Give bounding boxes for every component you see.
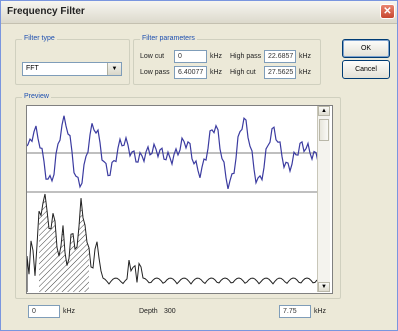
low-cut-label: Low cut (140, 53, 165, 60)
filter-type-value: FFT (26, 65, 39, 72)
low-pass-label: Low pass (140, 69, 170, 76)
close-button[interactable]: ✕ (380, 4, 395, 19)
scroll-down-button[interactable]: ▼ (318, 282, 330, 292)
preview-scrollbar[interactable]: ▲ ▼ (317, 106, 330, 292)
high-cut-unit: kHz (299, 69, 312, 76)
low-pass-field[interactable]: 6.40077 (174, 66, 207, 79)
low-cut-field[interactable]: 0 (174, 50, 207, 63)
end-frequency-field[interactable]: 7.75 (279, 305, 311, 318)
close-icon: ✕ (383, 6, 392, 17)
scroll-down-icon: ▼ (321, 284, 327, 290)
title-bar[interactable]: Frequency Filter ✕ (1, 1, 397, 24)
high-cut-label: High cut (230, 69, 256, 76)
filter-type-select[interactable]: FFT ▼ (22, 62, 122, 76)
high-pass-label: High pass (230, 53, 262, 60)
low-pass-unit: kHz (210, 69, 223, 76)
end-frequency-unit: kHz (314, 308, 327, 315)
filter-type-group: Filter type FFT ▼ (15, 35, 130, 85)
ok-button[interactable]: OK (342, 39, 390, 58)
preview-plot (26, 105, 333, 294)
scroll-thumb[interactable] (319, 119, 329, 141)
filter-type-label: Filter type (22, 35, 57, 42)
start-frequency-field[interactable]: 0 (28, 305, 60, 318)
scroll-up-button[interactable]: ▲ (318, 106, 330, 116)
scroll-up-icon: ▲ (321, 108, 327, 114)
high-pass-unit: kHz (299, 53, 312, 60)
preview-label: Preview (22, 93, 51, 100)
high-pass-field[interactable]: 22.6857 (264, 50, 296, 63)
high-cut-field[interactable]: 27.5625 (264, 66, 296, 79)
low-cut-unit: kHz (210, 53, 223, 60)
depth-label: Depth (139, 308, 158, 315)
preview-group: Preview (15, 93, 341, 299)
window-title: Frequency Filter (7, 6, 85, 17)
preview-graphics (27, 106, 319, 292)
chevron-down-icon[interactable]: ▼ (107, 63, 121, 75)
cancel-button[interactable]: Cancel (342, 60, 390, 79)
start-frequency-unit: kHz (63, 308, 76, 315)
waveform-panel (27, 106, 318, 191)
waveform-line (27, 115, 319, 190)
filter-parameters-group: Filter parameters Low cut 0 kHz High pas… (133, 35, 321, 85)
spectrum-line (27, 193, 318, 292)
filter-parameters-label: Filter parameters (140, 35, 197, 42)
depth-value: 300 (164, 308, 176, 315)
